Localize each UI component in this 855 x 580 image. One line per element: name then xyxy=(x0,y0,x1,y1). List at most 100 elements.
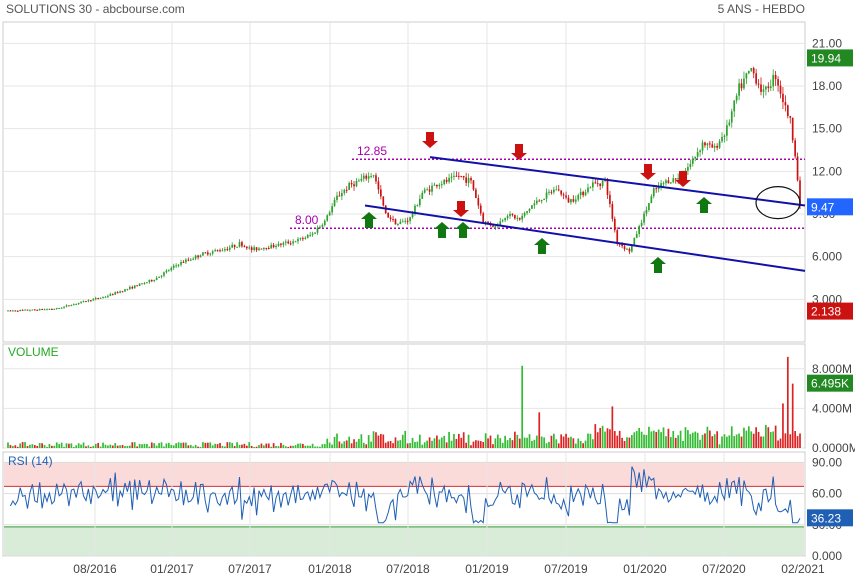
candle-body xyxy=(414,205,416,214)
candle-body xyxy=(289,243,292,245)
candle-body xyxy=(68,305,70,307)
candle-body xyxy=(465,177,467,183)
volume-bar xyxy=(453,434,455,448)
volume-bar xyxy=(606,428,609,448)
candle-body xyxy=(487,221,489,224)
volume-bar xyxy=(655,431,658,448)
volume-tick-label: 8.000M xyxy=(812,362,852,376)
candle-body xyxy=(175,265,177,267)
volume-bar xyxy=(336,433,338,448)
candle-body xyxy=(9,310,12,312)
candle-body xyxy=(365,175,368,179)
volume-bar xyxy=(48,444,51,448)
candle-body xyxy=(528,208,531,211)
volume-bar xyxy=(65,443,68,448)
volume-bar xyxy=(523,437,526,448)
candle-body xyxy=(36,309,39,311)
candle-body xyxy=(696,152,699,157)
volume-bar xyxy=(362,442,365,448)
value-tags: 19.94 9.47 2.138 6.495K 36.23 xyxy=(807,49,853,527)
volume-bar xyxy=(482,442,485,448)
volume-bar xyxy=(528,434,531,448)
candle-body xyxy=(185,259,187,263)
candle-body xyxy=(765,86,767,90)
volume-bar xyxy=(440,437,443,448)
volume-bar xyxy=(85,446,87,448)
candle-body xyxy=(214,250,216,252)
volume-bar xyxy=(216,444,219,448)
volume-bar xyxy=(545,443,548,448)
volume-bar xyxy=(794,431,796,448)
grid xyxy=(4,22,804,557)
rsi-tick-label: 0.000 xyxy=(812,549,842,563)
volume-bar xyxy=(691,432,694,448)
candle-body xyxy=(687,167,689,171)
buy-arrow xyxy=(361,212,377,228)
candle-body xyxy=(250,247,253,250)
volume-bar xyxy=(167,442,170,448)
candle-body xyxy=(479,205,482,214)
candle-body xyxy=(104,296,107,298)
volume-bar xyxy=(592,439,594,448)
candle-body xyxy=(180,262,182,265)
volume-bar xyxy=(260,443,263,448)
volume-bar xyxy=(533,439,536,448)
rsi-oversold-band xyxy=(4,526,804,556)
candle-body xyxy=(21,309,24,311)
volume-bar xyxy=(92,445,95,448)
candle-body xyxy=(752,67,755,74)
candle-body xyxy=(38,309,41,311)
volume-bar xyxy=(401,434,404,448)
candle-body xyxy=(694,156,697,159)
volume-bar xyxy=(199,446,202,448)
candle-body xyxy=(379,189,382,197)
volume-bar xyxy=(501,442,504,448)
volume-bar xyxy=(531,440,533,448)
candle-body xyxy=(58,308,61,310)
candle-body xyxy=(587,187,589,193)
candle-body xyxy=(769,86,772,89)
candle-body xyxy=(63,306,65,308)
sell-arrow xyxy=(675,171,691,187)
volume-bar xyxy=(782,403,784,448)
candle-body xyxy=(648,203,650,211)
candle-body xyxy=(204,252,207,254)
volume-bar xyxy=(431,440,433,448)
candle-body xyxy=(377,181,380,190)
volume-bar xyxy=(509,437,511,448)
candle-body xyxy=(29,310,31,312)
volume-bar xyxy=(516,434,519,448)
volume-bar xyxy=(219,442,221,448)
volume-bar xyxy=(314,446,316,448)
candle-body xyxy=(333,199,336,207)
volume-bar xyxy=(652,430,655,448)
x-tick-label: 07/2017 xyxy=(228,562,272,576)
volume-bar xyxy=(460,437,463,448)
candle-body xyxy=(760,84,762,92)
sell-arrow xyxy=(511,144,527,160)
y-axis-labels: 3.0006.0009.0012.0015.0018.0021.000.0000… xyxy=(812,36,855,563)
candle-body xyxy=(53,308,56,310)
volume-bar xyxy=(214,443,216,448)
candle-body xyxy=(533,203,536,206)
candle-body xyxy=(158,276,160,278)
last-price-tag: 9.47 xyxy=(811,200,835,214)
candle-body xyxy=(406,220,409,222)
volume-bar xyxy=(723,434,726,448)
candle-body xyxy=(674,178,677,180)
volume-bar xyxy=(306,445,309,448)
candle-body xyxy=(504,218,506,221)
volume-bar xyxy=(138,443,141,448)
candle-body xyxy=(562,194,565,196)
volume-bar xyxy=(677,435,680,448)
candle-body xyxy=(672,178,675,183)
volume-bar xyxy=(747,426,750,448)
candle-body xyxy=(306,235,309,238)
volume-bar xyxy=(280,442,282,448)
volume-bar xyxy=(777,440,779,448)
volume-bar xyxy=(521,365,524,448)
candle-body xyxy=(160,275,163,277)
volume-bar xyxy=(350,443,353,448)
candle-body xyxy=(75,303,78,305)
candle-body xyxy=(733,100,736,112)
